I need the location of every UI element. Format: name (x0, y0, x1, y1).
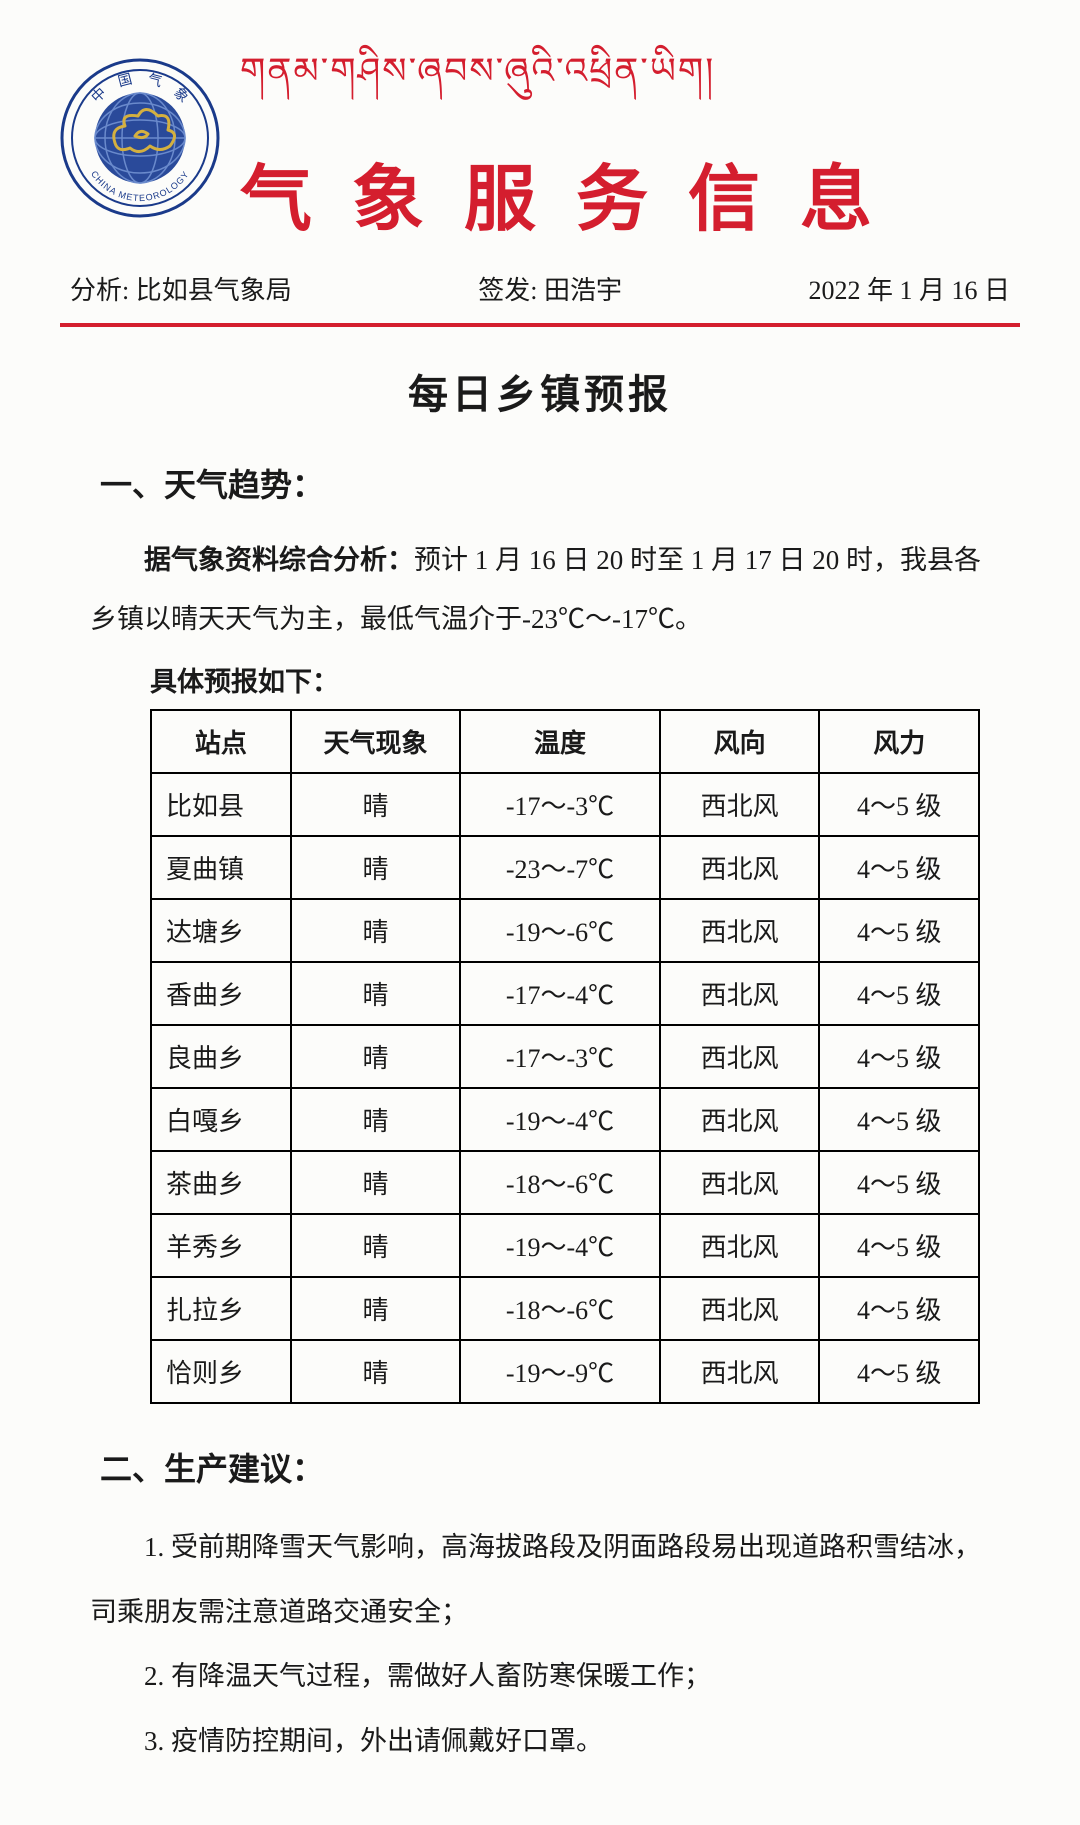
table-cell: 比如县 (151, 773, 291, 836)
advice-item: 1. 受前期降雪天气影响，高海拔路段及阴面路段易出现道路积雪结冰，司乘朋友需注意… (90, 1515, 990, 1645)
document-header: 中 国 气 象 CHINA METEOROLOGY གནམ་གཤིས་ཞབས་ཞ… (60, 30, 1020, 245)
table-cell: 西北风 (660, 962, 820, 1025)
title-block: གནམ་གཤིས་ཞབས་ཞུའི་འཕྲིན་ཡིག། 气象服务信息 (240, 30, 1020, 245)
table-header-row: 站点天气现象温度风向风力 (151, 710, 979, 773)
table-cell: 4～5 级 (819, 1277, 979, 1340)
table-row: 比如县晴-17～-3℃西北风4～5 级 (151, 773, 979, 836)
table-cell: 夏曲镇 (151, 836, 291, 899)
table-cell: 晴 (291, 1340, 461, 1403)
issue-date: 2022 年 1 月 16 日 (808, 270, 1010, 307)
analysis-field: 分析: 比如县气象局 (70, 270, 292, 307)
table-row: 白嘎乡晴-19～-4℃西北风4～5 级 (151, 1088, 979, 1151)
table-cell: 4～5 级 (819, 962, 979, 1025)
table-cell: -18～-6℃ (460, 1277, 660, 1340)
table-cell: -19～-4℃ (460, 1088, 660, 1151)
table-header-cell: 站点 (151, 710, 291, 773)
table-cell: -17～-3℃ (460, 773, 660, 836)
table-cell: 香曲乡 (151, 962, 291, 1025)
section2-heading: 二、生产建议： (100, 1444, 1020, 1490)
table-cell: 4～5 级 (819, 1088, 979, 1151)
meta-line: 分析: 比如县气象局 签发: 田浩宇 2022 年 1 月 16 日 (60, 270, 1020, 319)
red-divider (60, 323, 1020, 327)
table-row: 茶曲乡晴-18～-6℃西北风4～5 级 (151, 1151, 979, 1214)
table-cell: 西北风 (660, 899, 820, 962)
table-cell: 茶曲乡 (151, 1151, 291, 1214)
table-cell: 4～5 级 (819, 1151, 979, 1214)
table-cell: 晴 (291, 962, 461, 1025)
table-cell: 晴 (291, 899, 461, 962)
table-cell: -23～-7℃ (460, 836, 660, 899)
table-cell: 4～5 级 (819, 1025, 979, 1088)
table-cell: 西北风 (660, 1214, 820, 1277)
table-cell: 良曲乡 (151, 1025, 291, 1088)
section1-heading: 一、天气趋势： (100, 460, 1020, 506)
table-cell: 晴 (291, 773, 461, 836)
table-cell: 晴 (291, 1214, 461, 1277)
table-cell: 西北风 (660, 1340, 820, 1403)
table-cell: 西北风 (660, 1151, 820, 1214)
table-cell: -18～-6℃ (460, 1151, 660, 1214)
table-cell: 4～5 级 (819, 836, 979, 899)
trend-paragraph: 据气象资料综合分析：预计 1 月 16 日 20 时至 1 月 17 日 20 … (90, 531, 990, 650)
table-cell: 恰则乡 (151, 1340, 291, 1403)
chinese-title: 气象服务信息 (240, 140, 1020, 245)
issuer-field: 签发: 田浩宇 (478, 270, 622, 307)
advice-item: 2. 有降温天气过程，需做好人畜防寒保暖工作； (90, 1644, 990, 1709)
table-cell: 西北风 (660, 1025, 820, 1088)
table-cell: 4～5 级 (819, 1340, 979, 1403)
table-header-cell: 温度 (460, 710, 660, 773)
table-cell: 晴 (291, 1277, 461, 1340)
cma-logo: 中 国 气 象 CHINA METEOROLOGY (60, 58, 220, 218)
table-cell: 晴 (291, 1088, 461, 1151)
table-cell: -19～-4℃ (460, 1214, 660, 1277)
table-row: 羊秀乡晴-19～-4℃西北风4～5 级 (151, 1214, 979, 1277)
table-row: 达塘乡晴-19～-6℃西北风4～5 级 (151, 899, 979, 962)
table-cell: 西北风 (660, 836, 820, 899)
table-cell: 羊秀乡 (151, 1214, 291, 1277)
table-cell: -17～-4℃ (460, 962, 660, 1025)
table-row: 香曲乡晴-17～-4℃西北风4～5 级 (151, 962, 979, 1025)
table-header-cell: 天气现象 (291, 710, 461, 773)
table-cell: 4～5 级 (819, 899, 979, 962)
table-cell: 西北风 (660, 1277, 820, 1340)
forecast-table: 站点天气现象温度风向风力 比如县晴-17～-3℃西北风4～5 级夏曲镇晴-23～… (150, 709, 980, 1404)
advice-list: 1. 受前期降雪天气影响，高海拔路段及阴面路段易出现道路积雪结冰，司乘朋友需注意… (90, 1515, 990, 1774)
table-body: 比如县晴-17～-3℃西北风4～5 级夏曲镇晴-23～-7℃西北风4～5 级达塘… (151, 773, 979, 1403)
table-cell: 西北风 (660, 773, 820, 836)
table-cell: 晴 (291, 836, 461, 899)
document-title: 每日乡镇预报 (60, 362, 1020, 420)
table-cell: 4～5 级 (819, 773, 979, 836)
table-cell: 晴 (291, 1151, 461, 1214)
table-row: 夏曲镇晴-23～-7℃西北风4～5 级 (151, 836, 979, 899)
table-row: 恰则乡晴-19～-9℃西北风4～5 级 (151, 1340, 979, 1403)
table-header-cell: 风力 (819, 710, 979, 773)
advice-item: 3. 疫情防控期间，外出请佩戴好口罩。 (90, 1709, 990, 1774)
tibetan-title: གནམ་གཤིས་ཞབས་ཞུའི་འཕྲིན་ཡིག། (240, 30, 1020, 132)
table-cell: 晴 (291, 1025, 461, 1088)
table-row: 扎拉乡晴-18～-6℃西北风4～5 级 (151, 1277, 979, 1340)
table-cell: 西北风 (660, 1088, 820, 1151)
table-cell: 扎拉乡 (151, 1277, 291, 1340)
table-cell: -19～-6℃ (460, 899, 660, 962)
table-row: 良曲乡晴-17～-3℃西北风4～5 级 (151, 1025, 979, 1088)
table-cell: 4～5 级 (819, 1214, 979, 1277)
table-cell: -17～-3℃ (460, 1025, 660, 1088)
lead-bold: 据气象资料综合分析： (144, 545, 414, 575)
table-intro: 具体预报如下： (150, 660, 1020, 699)
table-cell: -19～-9℃ (460, 1340, 660, 1403)
table-cell: 白嘎乡 (151, 1088, 291, 1151)
table-cell: 达塘乡 (151, 899, 291, 962)
table-header-cell: 风向 (660, 710, 820, 773)
